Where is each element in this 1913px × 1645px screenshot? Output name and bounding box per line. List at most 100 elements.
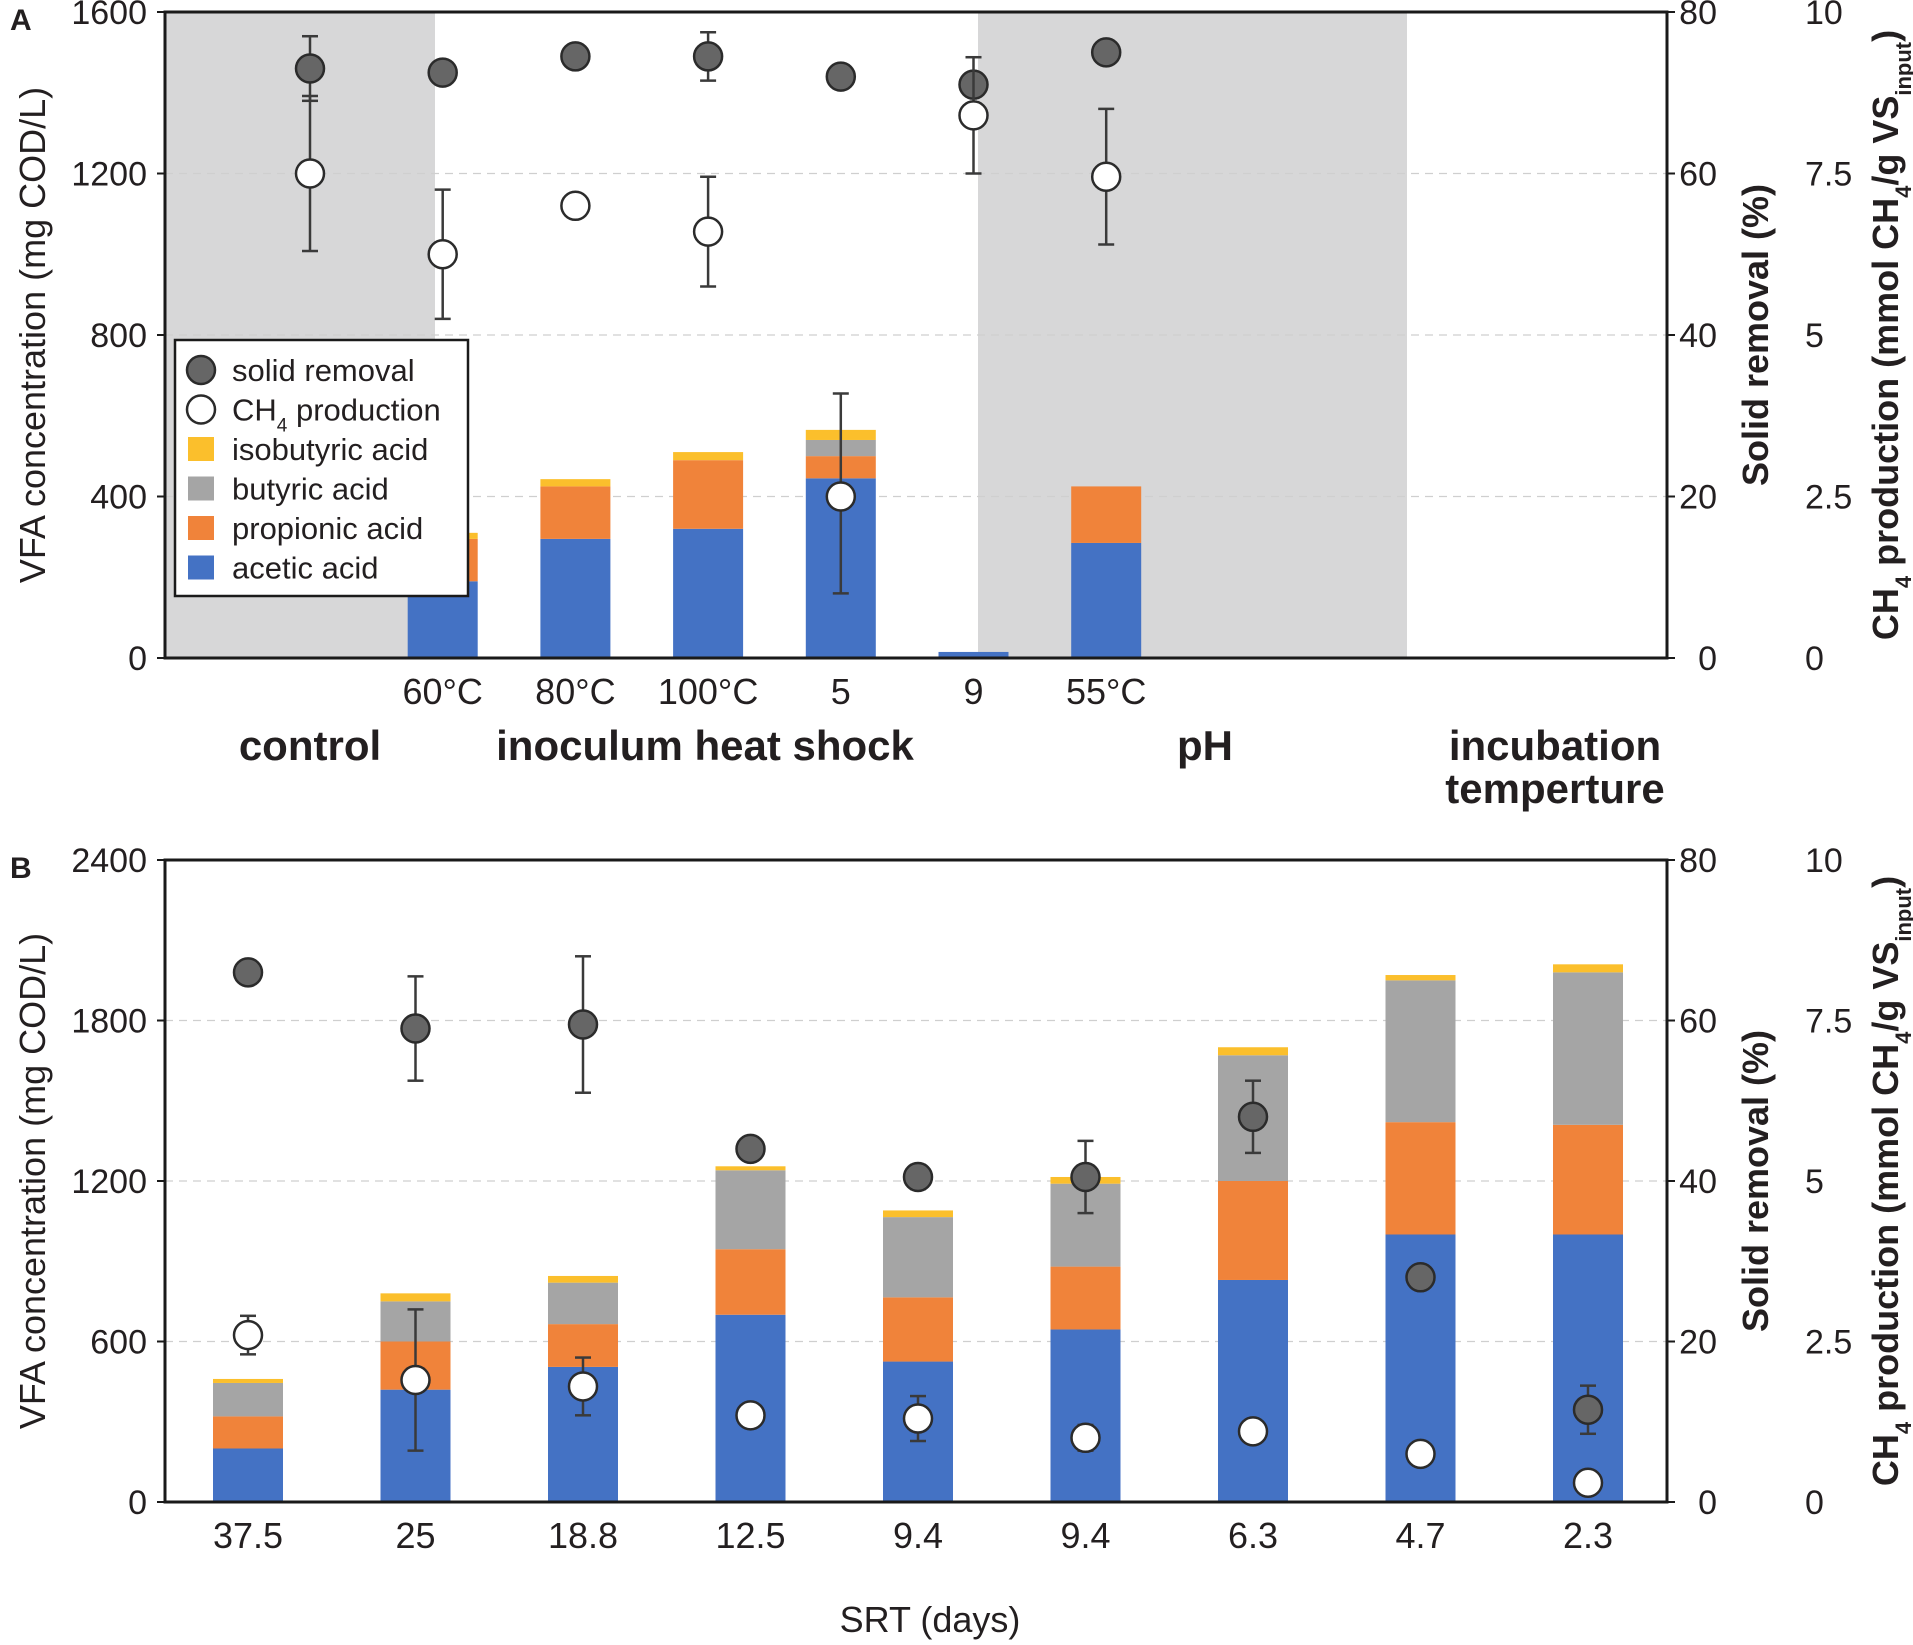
y-tick-label: 800 <box>90 317 147 355</box>
category-label: 80°C <box>535 671 615 712</box>
ch4-production-point <box>1572 1467 1604 1498</box>
ch4-axis-text: /g VS <box>1865 96 1906 186</box>
y-tick-label: 1200 <box>71 156 147 194</box>
bar-propionic-acid-12.5 <box>715 1249 786 1315</box>
group-label: pH <box>1177 722 1233 769</box>
ch4-tick-label: 7.5 <box>1805 156 1852 194</box>
solid-removal-point <box>567 1009 599 1040</box>
legend-ch4-label: CH4 production <box>232 393 441 437</box>
bar-propionic-acid-2.3 <box>1553 1124 1623 1235</box>
solid-removal-point <box>825 61 857 92</box>
bar-butyric-acid-2.3 <box>1553 972 1623 1125</box>
category-label: 25 <box>395 1515 435 1556</box>
bar-isobutyric-acid-100°C <box>673 452 744 461</box>
category-label: 9 <box>963 671 983 712</box>
ch4-production-point <box>825 481 857 512</box>
solid-removal-point <box>400 1013 431 1044</box>
solid-tick-label: 0 <box>1698 640 1717 678</box>
legend-isobutyric-swatch <box>188 437 214 461</box>
legend-acetic-label: acetic acid <box>232 551 378 586</box>
bar-propionic-acid-6.3 <box>1218 1181 1288 1280</box>
ch4-axis-subscript: input <box>1891 41 1913 95</box>
ch4-axis-subscript: 4 <box>1891 185 1913 198</box>
solid-tick-label: 0 <box>1698 1484 1717 1522</box>
solid-removal-point <box>692 41 724 72</box>
legend-ch4-subscript: 4 <box>277 415 288 436</box>
ch4-axis-subscript: 4 <box>1891 1421 1913 1434</box>
ch4-production-point <box>1237 1416 1269 1447</box>
solid-removal-point <box>735 1133 766 1165</box>
ch4-axis-subscript: input <box>1891 887 1913 941</box>
ch4-axis-title: CH4 production (mmol CH4/g VSinput) <box>1865 876 1913 1486</box>
x-axis-title: SRT (days) <box>840 1599 1021 1640</box>
solid-axis-title: Solid removal (%) <box>1735 184 1776 486</box>
legend-butyric-swatch <box>188 476 214 501</box>
bar-isobutyric-acid-4.7 <box>1385 975 1456 981</box>
y-tick-label: 1800 <box>71 1003 147 1041</box>
bar-propionic-acid-80°C <box>540 486 611 539</box>
category-label: 12.5 <box>715 1515 785 1556</box>
ch4-tick-label: 5 <box>1805 1163 1824 1201</box>
category-label: 9.4 <box>893 1515 943 1556</box>
bar-acetic-acid-100°C <box>673 528 744 658</box>
solid-tick-label: 40 <box>1679 317 1717 355</box>
legend-isobutyric-label: isobutyric acid <box>232 432 428 467</box>
bar-isobutyric-acid-2.3 <box>1553 964 1623 973</box>
bar-propionic-acid-9.4 <box>883 1297 953 1362</box>
bar-acetic-acid-6.3 <box>1218 1279 1288 1502</box>
ch4-production-point <box>902 1403 934 1434</box>
ch4-production-point <box>560 190 591 222</box>
y-tick-label: 600 <box>90 1324 147 1362</box>
group-label: control <box>239 722 381 769</box>
ch4-tick-label: 0 <box>1805 1484 1824 1522</box>
bar-acetic-acid-9 <box>938 651 1009 658</box>
solid-removal-point <box>294 53 326 84</box>
ch4-tick-label: 5 <box>1805 317 1824 355</box>
ch4-tick-label: 7.5 <box>1805 1003 1852 1041</box>
group-label: incubation <box>1449 722 1661 769</box>
solid-tick-label: 80 <box>1679 0 1717 32</box>
ch4-tick-label: 10 <box>1805 0 1843 32</box>
ch4-production-point <box>294 158 326 189</box>
solid-removal-point <box>1572 1394 1604 1425</box>
solid-tick-label: 60 <box>1679 156 1717 194</box>
ch4-tick-label: 10 <box>1805 842 1843 880</box>
legend-ch4-text: production <box>287 393 440 428</box>
legend-box <box>173 338 470 598</box>
bar-isobutyric-acid-9.4 <box>883 1210 953 1218</box>
ch4-axis-text: production (mmol CH <box>1865 1044 1906 1422</box>
ch4-axis-text: ) <box>1865 30 1906 42</box>
ch4-axis-subscript: 4 <box>1891 1031 1913 1044</box>
ch4-production-point <box>692 216 724 247</box>
solid-removal-point <box>1090 37 1122 68</box>
bar-propionic-acid-37.5 <box>213 1416 283 1449</box>
category-label: 5 <box>831 671 851 712</box>
solid-tick-label: 40 <box>1679 1163 1717 1201</box>
solid-removal-point <box>232 957 264 988</box>
solid-tick-label: 80 <box>1679 842 1717 880</box>
bar-butyric-acid-37.5 <box>213 1382 283 1417</box>
bar-acetic-acid-2.3 <box>1553 1234 1623 1502</box>
category-label: 55°C <box>1066 671 1146 712</box>
bar-propionic-acid-4.7 <box>1385 1122 1456 1235</box>
y-tick-label: 2400 <box>71 842 147 880</box>
bar-butyric-acid-9.4 <box>883 1217 953 1298</box>
vfa-axis-title: VFA concentration (mg COD/L) <box>12 87 53 583</box>
solid-tick-label: 60 <box>1679 1003 1717 1041</box>
y-tick-label: 1200 <box>71 1163 147 1201</box>
ch4-tick-label: 0 <box>1805 640 1824 678</box>
bar-isobutyric-acid-6.3 <box>1218 1047 1288 1056</box>
ch4-axis-text: /g VS <box>1865 942 1906 1032</box>
ch4-axis-text: ) <box>1865 876 1906 888</box>
ch4-axis-subscript: 4 <box>1891 575 1913 588</box>
legend-propionic-swatch <box>188 516 214 540</box>
legend-acetic-swatch <box>188 555 214 580</box>
ch4-axis-text: CH <box>1865 1434 1906 1486</box>
bar-propionic-acid-9.4 <box>1050 1266 1121 1330</box>
category-label: 37.5 <box>213 1515 283 1556</box>
legend-solid-removal-swatch <box>185 354 217 386</box>
bar-propionic-acid-100°C <box>673 460 744 529</box>
bar-acetic-acid-55°C <box>1071 542 1142 658</box>
